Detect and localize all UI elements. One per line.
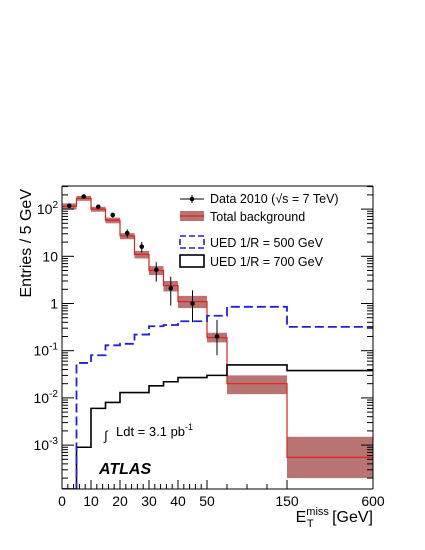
x-axis-title: Emiss T [GeV] <box>296 506 373 530</box>
data-point <box>153 267 159 273</box>
y-tick-label: 10-1 <box>34 342 59 359</box>
y-tick-base: 10 <box>34 390 50 406</box>
x-tick-label: 40 <box>170 493 186 509</box>
x-tick-label: 50 <box>199 493 215 509</box>
y-tick-exp: -2 <box>49 389 58 400</box>
legend: Data 2010 (√s = 7 TeV) Total background UE… <box>179 192 339 269</box>
luminosity-base: Ldt = 3.1 pb <box>116 424 185 439</box>
y-tick-exp: -3 <box>49 436 58 447</box>
x-tick-label: 10 <box>83 493 99 509</box>
y-axis-title: Entries / 5 GeV <box>18 189 35 298</box>
luminosity-sup: -1 <box>185 422 193 432</box>
x-axis: 0 10 20 30 40 50 150 600 <box>58 480 385 509</box>
data-point <box>139 244 145 249</box>
data-point <box>95 204 101 210</box>
y-tick-base: 1 <box>50 296 58 312</box>
legend-data-marker <box>189 196 195 202</box>
total-background-line <box>62 197 373 458</box>
luminosity-annotation: ∫ Ldt = 3.1 pb-1 <box>103 422 193 443</box>
x-tick-label: 0 <box>58 493 66 509</box>
y-tick-label: 102 <box>37 200 59 217</box>
legend-ued700-label: UED 1/R = 700 GeV <box>210 255 324 269</box>
atlas-label: ATLAS <box>98 461 151 478</box>
y-tick-base: 10 <box>34 343 50 359</box>
legend-data-label: Data 2010 (√s = 7 TeV) <box>210 192 339 206</box>
x-axis-title-sup: miss <box>306 506 329 518</box>
ued-500-line <box>62 305 373 489</box>
x-tick-label: 150 <box>275 493 299 509</box>
legend-background-label: Total background <box>210 210 305 224</box>
ued-700-line <box>62 364 373 489</box>
x-axis-title-unit: [GeV] <box>328 509 373 526</box>
x-tick-label: 600 <box>361 493 385 509</box>
x-axis-title-sub: T <box>307 518 314 530</box>
y-tick-base: 10 <box>34 437 50 453</box>
x-tick-label: 20 <box>112 493 128 509</box>
y-tick-base: 10 <box>42 248 58 264</box>
data-point <box>124 230 130 236</box>
x-axis-title-main: E <box>296 509 307 526</box>
y-tick-label: 1 <box>50 296 58 312</box>
legend-ued500-swatch <box>179 235 205 249</box>
data-point <box>190 301 195 306</box>
y-tick-exp: 2 <box>52 200 58 211</box>
y-tick-label: 10-2 <box>34 389 59 406</box>
y-tick-label: 10 <box>42 248 58 264</box>
plot-area <box>62 194 373 489</box>
x-tick-label: 30 <box>141 493 157 509</box>
legend-ued700-swatch <box>179 254 205 268</box>
luminosity-text: Ldt = 3.1 pb-1 <box>116 422 193 439</box>
data-point <box>66 203 72 209</box>
y-tick-base: 10 <box>37 201 53 217</box>
data-point <box>110 212 116 218</box>
data-point <box>168 285 174 291</box>
y-tick-label: 10-3 <box>34 436 59 453</box>
legend-ued500-label: UED 1/R = 500 GeV <box>210 236 324 250</box>
data-point <box>81 194 87 199</box>
background-band-bin <box>227 375 287 395</box>
integral-symbol: ∫ <box>103 428 109 443</box>
y-tick-exp: -1 <box>49 342 58 353</box>
data-point <box>214 334 220 339</box>
